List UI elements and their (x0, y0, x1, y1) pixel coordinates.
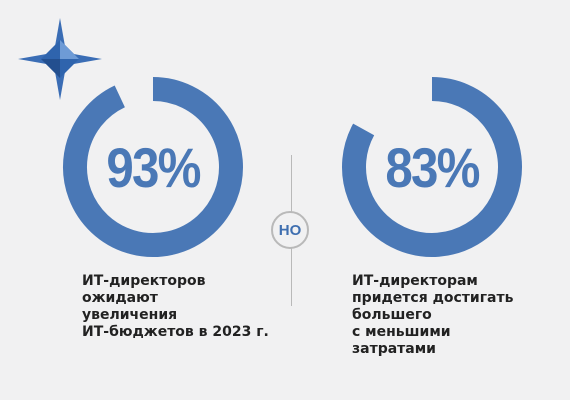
donut-chart-right: 83% (341, 76, 523, 258)
donut-chart-left: 93% (62, 76, 244, 258)
caption-right: ИТ-директорам придется достигать большег… (352, 273, 514, 357)
compass-star-icon (18, 18, 102, 100)
divider-top (291, 155, 292, 213)
caption-left: ИТ-директоров ожидают увеличения ИТ-бюдж… (82, 273, 269, 340)
connector-badge: НО (271, 211, 309, 249)
percent-label-left: 93% (106, 135, 201, 199)
divider-bottom (291, 248, 292, 306)
donut-arc-left (63, 77, 243, 257)
percent-label-right: 83% (385, 135, 480, 199)
donut-arc-right (342, 77, 522, 257)
